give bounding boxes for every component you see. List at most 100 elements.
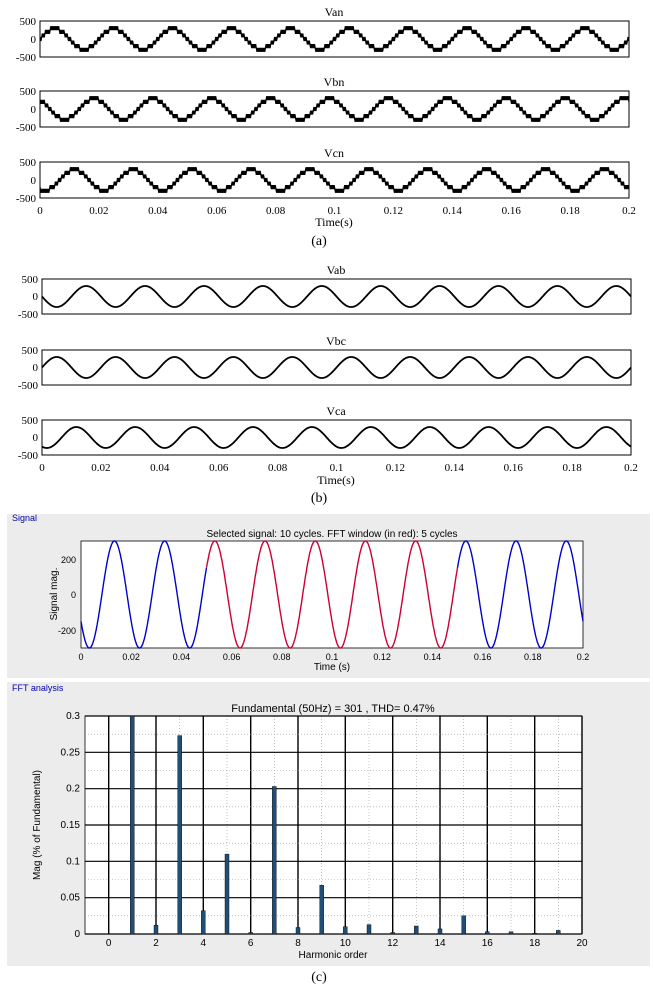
- subplot-vbc: Vbc 500 0 -500: [18, 334, 632, 392]
- x-tick-label: 0.06: [207, 205, 227, 217]
- bar-harmonic-6: [248, 932, 253, 935]
- x-tick-label: 0.08: [268, 462, 288, 474]
- waveform-area: [39, 96, 630, 122]
- x-tick-label: 8: [295, 938, 301, 949]
- subplot-title: Vab: [327, 263, 346, 277]
- waveform-area: [39, 26, 630, 52]
- x-tick-label: 0: [39, 462, 45, 474]
- x-tick-label: 14: [434, 938, 446, 949]
- y-tick-label: 0: [31, 175, 37, 187]
- x-tick-label: 4: [201, 938, 207, 949]
- x-tick-label: 0: [78, 652, 83, 662]
- panel-caption: (c): [311, 970, 327, 985]
- bar-harmonic-10: [343, 926, 348, 935]
- x-tick-label: 0.18: [560, 205, 580, 217]
- y-tick-label: 0.05: [61, 893, 81, 904]
- y-tick-label: 0: [31, 104, 37, 116]
- series-vbc: [41, 356, 632, 379]
- bar-harmonic-2: [153, 925, 159, 935]
- y-tick-label: -500: [18, 309, 39, 321]
- x-tick-label: 0.08: [266, 205, 286, 217]
- x-tick-label: 0.1: [328, 205, 342, 217]
- y-tick-label: 0: [31, 34, 37, 46]
- x-tick-label: 0.12: [384, 205, 403, 217]
- fft-panel: FFT analysis Fundamental (50Hz) = 301 , …: [7, 682, 650, 966]
- series-vca: [41, 426, 632, 449]
- x-axis-label: Time (s): [314, 662, 350, 673]
- x-tick-label: 0.12: [373, 652, 391, 662]
- x-tick-label: 0.1: [326, 652, 339, 662]
- y-tick-label: 500: [20, 16, 37, 28]
- series-line: [41, 356, 632, 379]
- x-tick-label: 0.1: [330, 462, 344, 474]
- series-line: [205, 540, 459, 649]
- x-axis-label: Harmonic order: [299, 950, 369, 961]
- bar-harmonic-11: [366, 924, 372, 935]
- waveform-area: [39, 167, 630, 193]
- subplot-title: Vbc: [326, 334, 346, 348]
- x-tick-labels: 0 2 4 6 8 10 12 14 16 18 20: [106, 938, 588, 949]
- bar-harmonic-1: [130, 715, 135, 935]
- x-tick-label: 0.04: [150, 462, 170, 474]
- subplot-vbn: Vbn 500 0 -500: [16, 75, 630, 134]
- y-tick-label: 500: [22, 274, 39, 286]
- x-tick-label: 12: [387, 938, 399, 949]
- series-vcn: [39, 167, 630, 193]
- series-line: [41, 285, 632, 308]
- series-vbn: [39, 96, 630, 122]
- x-tick-label: 0.2: [577, 652, 590, 662]
- plot-frame: [80, 540, 584, 649]
- subplot-title: Van: [325, 5, 344, 19]
- x-tick-label: 16: [482, 938, 494, 949]
- x-tick-label: 0.02: [89, 205, 108, 217]
- y-tick-label: 0.3: [66, 711, 80, 722]
- series-line: [41, 426, 632, 449]
- x-axis-label: Time(s): [317, 473, 355, 487]
- y-tick-label: -500: [16, 122, 37, 134]
- y-tick-label: 500: [22, 415, 39, 427]
- bar-harmonic-3: [177, 735, 182, 935]
- x-tick-label: 0.18: [524, 652, 542, 662]
- y-tick-label: -500: [18, 380, 39, 392]
- y-tick-label: -500: [16, 52, 37, 64]
- series-line: [456, 540, 584, 649]
- x-tick-label: 10: [340, 938, 352, 949]
- y-axis-label: Mag (% of Fundamental): [32, 770, 43, 880]
- bar-harmonic-8: [295, 927, 301, 935]
- bar-harmonic-7: [272, 786, 277, 935]
- y-tick-label: 0: [33, 432, 39, 444]
- plot-title: Fundamental (50Hz) = 301 , THD= 0.47%: [231, 703, 435, 715]
- bar-harmonic-13: [414, 925, 419, 935]
- bar-harmonic-15: [461, 915, 466, 935]
- x-tick-label: 0.06: [209, 462, 229, 474]
- bar-harmonic-16: [485, 931, 490, 935]
- x-tick-label: 0.08: [273, 652, 291, 662]
- x-tick-label: 2: [153, 938, 159, 949]
- group-label: FFT analysis: [12, 683, 64, 693]
- y-tick-label: 500: [20, 157, 37, 169]
- series-vab: [41, 285, 632, 308]
- bar-harmonic-14: [437, 928, 443, 935]
- x-tick-label: 0.04: [173, 652, 191, 662]
- y-axis-label: Signal mag.: [49, 568, 60, 621]
- y-tick-label: 0.2: [66, 784, 80, 795]
- plot-frame: [39, 161, 630, 199]
- x-tick-labels: 0 0.02 0.04 0.06 0.08 0.1 0.12 0.14 0.16 0.18 0.2: [37, 205, 636, 217]
- y-tick-label: 500: [20, 86, 37, 98]
- panel-b: Vab 500 0 -500 Vbc 500 0 -500 Vca 500 0 …: [18, 263, 638, 506]
- plot-frame: [39, 90, 630, 128]
- bars: [130, 715, 561, 935]
- panel-a: Van 500 0 -500 Vbn 500 0 -500 Vcn 500 0 …: [16, 5, 636, 249]
- x-tick-label: 0.16: [474, 652, 492, 662]
- bar-harmonic-4: [201, 910, 206, 935]
- y-tick-label: -500: [18, 450, 39, 462]
- bar-harmonic-5: [224, 853, 230, 935]
- x-tick-label: 0.16: [502, 205, 522, 217]
- y-tick-label: 500: [22, 345, 39, 357]
- y-tick-label: -500: [16, 193, 37, 205]
- x-tick-label: 0.12: [386, 462, 405, 474]
- x-tick-label: 6: [248, 938, 254, 949]
- x-tick-label: 0.16: [504, 462, 524, 474]
- x-axis-label: Time(s): [315, 215, 353, 229]
